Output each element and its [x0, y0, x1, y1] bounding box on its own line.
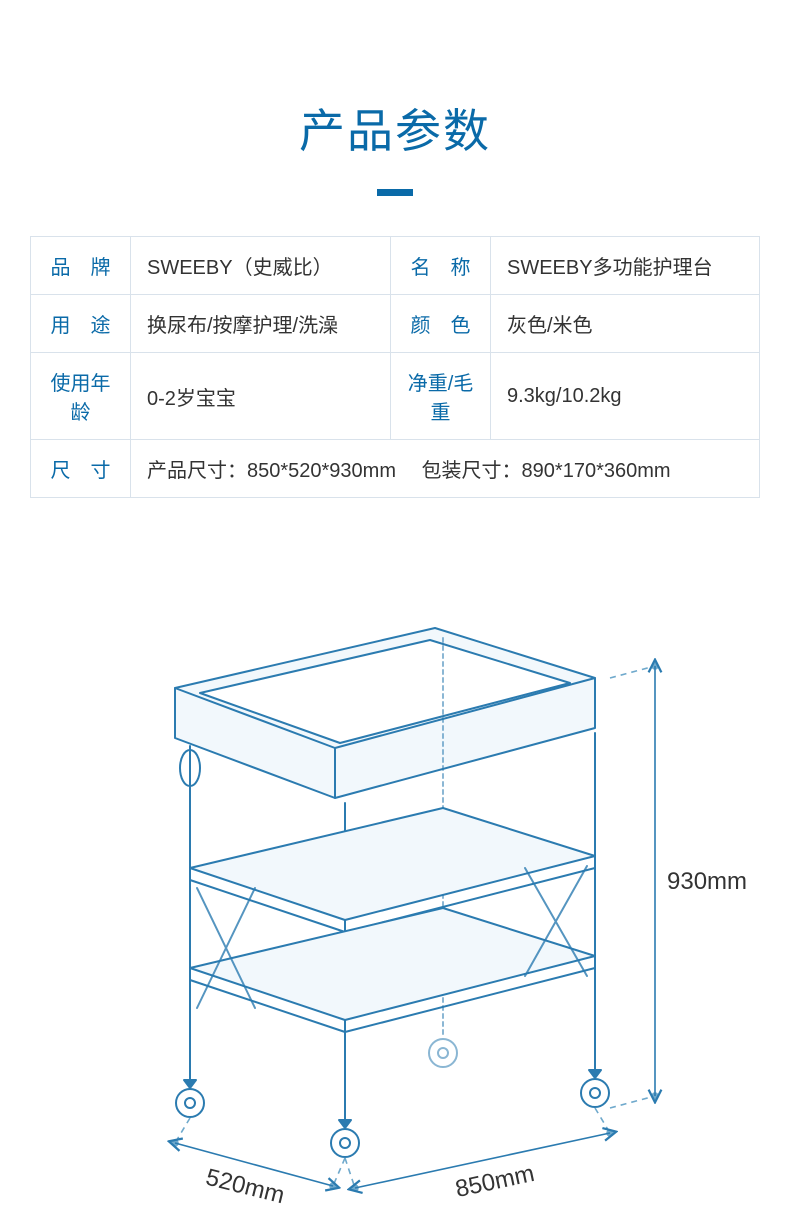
dim-height: 930mm — [667, 868, 747, 896]
page-title: 产品参数 — [0, 95, 790, 161]
label-name: 名 称 — [391, 237, 491, 295]
value-weight: 9.3kg/10.2kg — [491, 353, 760, 440]
table-row: 尺 寸 产品尺寸：850*520*930mm 包装尺寸：890*170*360m… — [31, 440, 760, 498]
value-use: 换尿布/按摩护理/洗澡 — [131, 295, 391, 353]
label-weight: 净重/毛重 — [391, 353, 491, 440]
title-block: 产品参数 — [0, 0, 790, 196]
spec-table: 品 牌 SWEEBY（史威比） 名 称 SWEEBY多功能护理台 用 途 换尿布… — [30, 236, 760, 498]
diagram-wrap: 930mm 850mm 520mm — [55, 568, 735, 1208]
product-diagram — [55, 568, 735, 1208]
label-color: 颜 色 — [391, 295, 491, 353]
label-age: 使用年龄 — [31, 353, 131, 440]
label-use: 用 途 — [31, 295, 131, 353]
title-underline — [377, 189, 413, 196]
label-size: 尺 寸 — [31, 440, 131, 498]
value-color: 灰色/米色 — [491, 295, 760, 353]
table-row: 用 途 换尿布/按摩护理/洗澡 颜 色 灰色/米色 — [31, 295, 760, 353]
table-row: 使用年龄 0-2岁宝宝 净重/毛重 9.3kg/10.2kg — [31, 353, 760, 440]
value-size: 产品尺寸：850*520*930mm 包装尺寸：890*170*360mm — [131, 440, 760, 498]
value-brand: SWEEBY（史威比） — [131, 237, 391, 295]
value-age: 0-2岁宝宝 — [131, 353, 391, 440]
table-row: 品 牌 SWEEBY（史威比） 名 称 SWEEBY多功能护理台 — [31, 237, 760, 295]
value-name: SWEEBY多功能护理台 — [491, 237, 760, 295]
label-brand: 品 牌 — [31, 237, 131, 295]
